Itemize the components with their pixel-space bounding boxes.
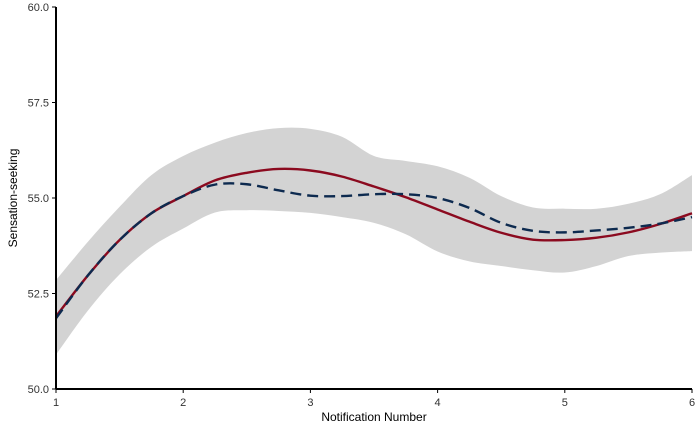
ticks-layer: 1 2 3 4 5 6 50.0 52.5 55.0 57.5 60.0 (28, 2, 695, 409)
y-tick-label: 60.0 (28, 2, 49, 14)
confidence-ribbon-layer (56, 127, 692, 355)
x-tick-label: 1 (53, 397, 59, 409)
x-tick-label: 3 (307, 397, 313, 409)
x-tick-label: 6 (689, 397, 695, 409)
confidence-ribbon (56, 127, 692, 355)
y-axis-title: Sensation-seeking (6, 149, 20, 248)
x-tick-label: 2 (180, 397, 186, 409)
y-tick-label: 52.5 (28, 289, 49, 301)
y-tick-label: 57.5 (28, 98, 49, 110)
x-tick-label: 5 (562, 397, 568, 409)
x-tick-label: 4 (435, 397, 441, 409)
x-axis-title: Notification Number (321, 410, 426, 424)
y-tick-label: 55.0 (28, 193, 49, 205)
series-line-dashed (55, 182, 693, 320)
series-lines-layer (55, 167, 693, 320)
y-tick-label: 50.0 (28, 384, 49, 396)
